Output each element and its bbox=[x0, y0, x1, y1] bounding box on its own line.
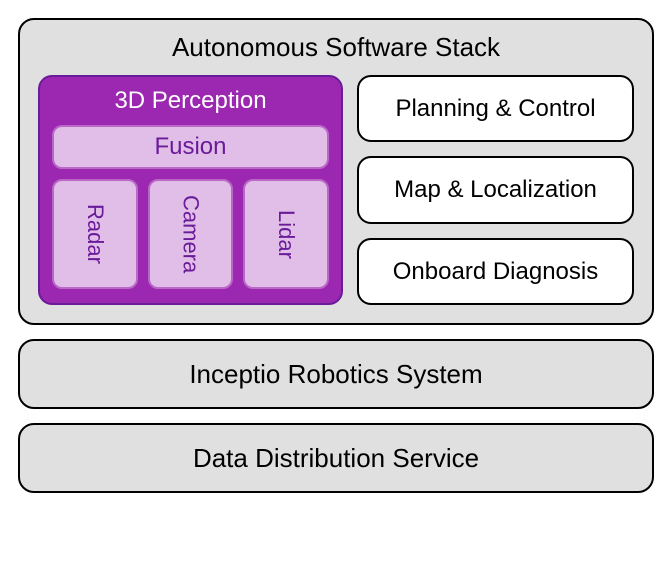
map-localization-box: Map & Localization bbox=[357, 156, 634, 223]
sensor-label: Radar bbox=[82, 204, 108, 264]
sensor-label: Lidar bbox=[273, 210, 299, 259]
robotics-system-layer: Inceptio Robotics System bbox=[18, 339, 654, 409]
planning-control-box: Planning & Control bbox=[357, 75, 634, 142]
fusion-box: Fusion bbox=[52, 125, 329, 169]
data-distribution-layer: Data Distribution Service bbox=[18, 423, 654, 493]
perception-title: 3D Perception bbox=[52, 87, 329, 115]
bottom-layer-title: Data Distribution Service bbox=[193, 443, 479, 474]
onboard-diagnosis-box: Onboard Diagnosis bbox=[357, 238, 634, 305]
sensor-radar: Radar bbox=[52, 179, 138, 289]
sensor-row: Radar Camera Lidar bbox=[52, 179, 329, 289]
perception-box: 3D Perception Fusion Radar Camera Lidar bbox=[38, 75, 343, 305]
sensor-label: Camera bbox=[178, 195, 204, 273]
right-column: Planning & Control Map & Localization On… bbox=[357, 75, 634, 305]
top-layer-body: 3D Perception Fusion Radar Camera Lidar … bbox=[38, 75, 634, 305]
top-layer-title: Autonomous Software Stack bbox=[38, 32, 634, 63]
mid-layer-title: Inceptio Robotics System bbox=[189, 359, 482, 390]
autonomous-software-stack-layer: Autonomous Software Stack 3D Perception … bbox=[18, 18, 654, 325]
sensor-camera: Camera bbox=[148, 179, 234, 289]
sensor-lidar: Lidar bbox=[243, 179, 329, 289]
